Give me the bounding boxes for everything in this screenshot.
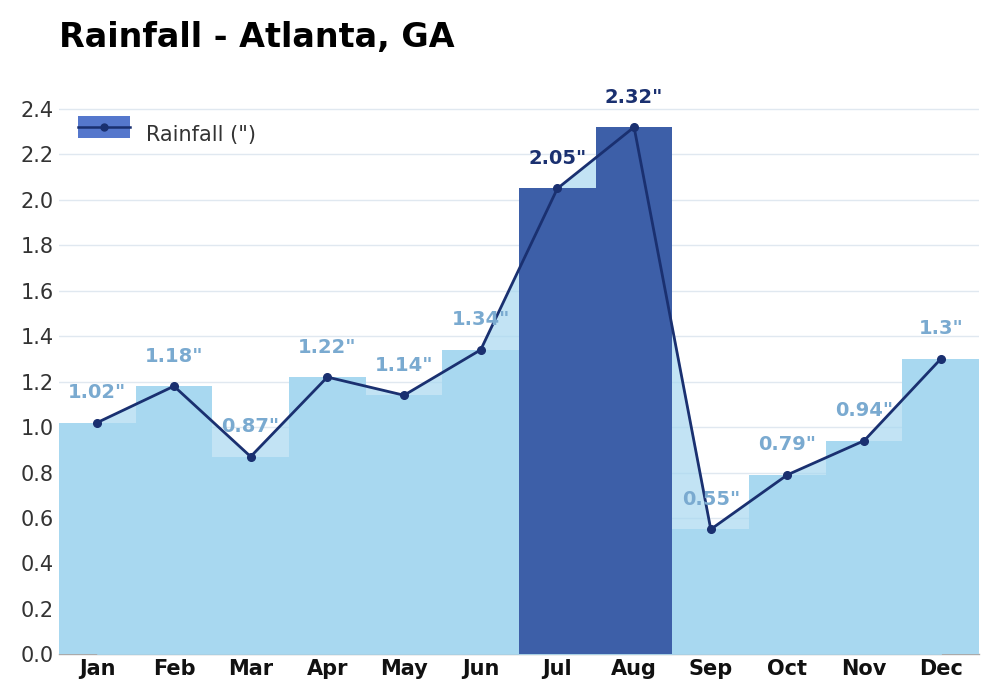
Text: 0.55": 0.55" [682,490,740,509]
Bar [442,350,519,654]
Bar [672,529,749,655]
Text: 1.3": 1.3" [918,319,963,339]
Bar [519,188,596,654]
Text: 0.79": 0.79" [758,435,816,454]
Bar [289,377,366,654]
Bar [826,441,902,654]
Legend: Rainfall ("): Rainfall (") [69,116,265,153]
Bar [596,127,672,655]
Bar [212,456,289,654]
Text: 2.05": 2.05" [528,149,587,168]
Text: 1.22": 1.22" [298,337,357,356]
Text: Rainfall - Atlanta, GA: Rainfall - Atlanta, GA [59,21,455,54]
Text: 2.32": 2.32" [605,88,663,106]
Text: 1.18": 1.18" [145,346,203,365]
Bar [59,423,136,654]
Text: 1.34": 1.34" [452,310,510,330]
Bar [136,386,212,654]
Text: 1.02": 1.02" [68,383,126,402]
Text: 0.87": 0.87" [222,417,280,436]
Bar [902,359,979,654]
Text: 0.94": 0.94" [835,401,893,420]
Text: 1.14": 1.14" [375,356,433,375]
Bar [366,395,442,654]
Bar [749,475,826,654]
Bar [596,127,672,655]
Bar [519,188,596,654]
